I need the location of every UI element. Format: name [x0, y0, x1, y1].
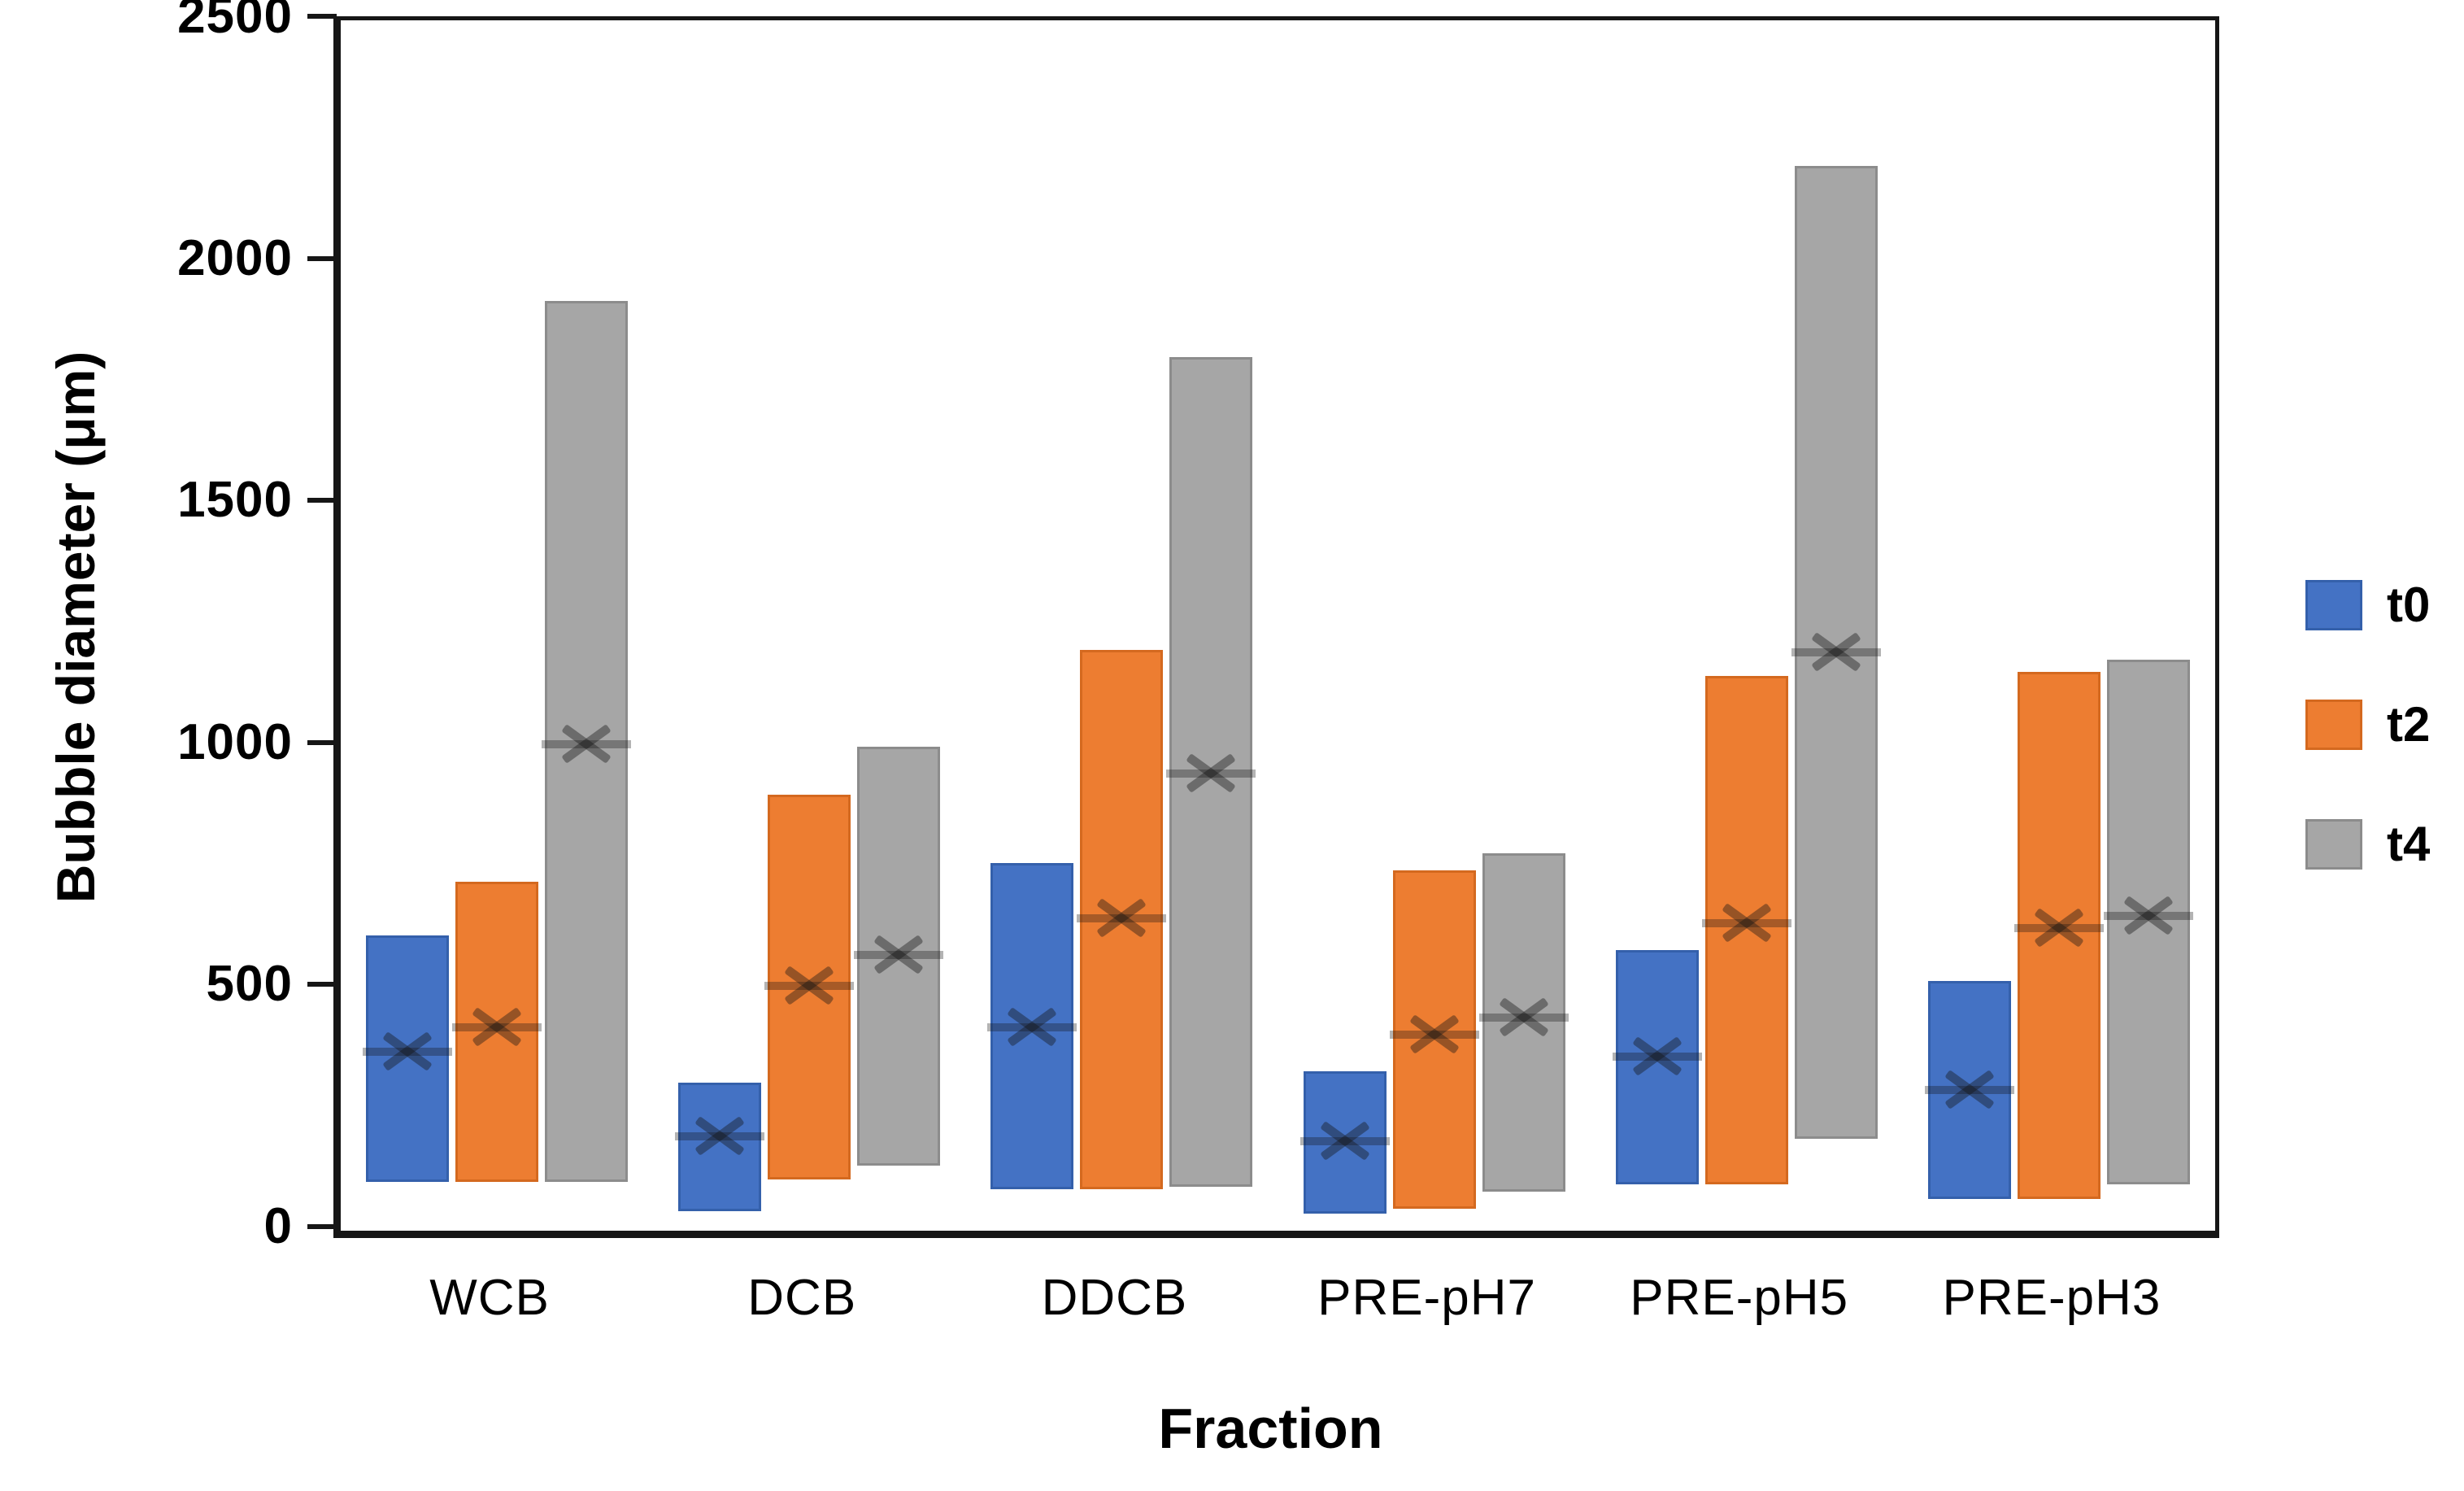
- legend-row-t2: t2: [2305, 699, 2430, 751]
- y-tick-label: 0: [263, 1198, 293, 1254]
- y-tick-mark: [307, 739, 337, 745]
- mean-x-marker-t0-PRE-pH3: [1944, 1070, 1995, 1110]
- legend-label-t0: t0: [2387, 578, 2431, 632]
- x-category-label: WCB: [429, 1270, 550, 1326]
- y-tick-mark: [307, 255, 337, 261]
- mean-x-marker-t0-WCB: [382, 1031, 433, 1072]
- legend: t0 t2 t4: [2305, 579, 2430, 938]
- mean-x-marker-t0-DDCB: [1007, 1007, 1057, 1048]
- mean-x-marker-t0-DCB: [694, 1116, 745, 1157]
- mean-x-marker-t2-DCB: [784, 966, 834, 1006]
- y-tick-mark: [307, 14, 337, 19]
- y-tick-label: 1000: [177, 713, 293, 770]
- x-category-label: PRE-pH3: [1942, 1270, 2161, 1326]
- mean-x-marker-t2-PRE-pH3: [2034, 908, 2084, 948]
- mean-x-marker-t4-DCB: [873, 935, 924, 975]
- y-tick-label: 1500: [177, 472, 293, 529]
- legend-swatch-t4: [2305, 819, 2362, 870]
- x-category-label: PRE-pH7: [1317, 1270, 1537, 1326]
- y-tick-label: 2500: [177, 0, 293, 44]
- plot-area: [333, 16, 2219, 1238]
- y-tick-label: 500: [206, 956, 293, 1013]
- mean-x-marker-t2-PRE-pH5: [1722, 903, 1772, 944]
- legend-row-t0: t0: [2305, 579, 2430, 631]
- y-tick-mark: [307, 498, 337, 504]
- legend-swatch-t0: [2305, 580, 2362, 630]
- legend-label-t4: t4: [2387, 817, 2431, 871]
- mean-x-marker-t4-WCB: [561, 724, 612, 765]
- mean-x-marker-t4-PRE-pH3: [2123, 896, 2174, 936]
- mean-x-marker-t4-PRE-pH5: [1811, 632, 1861, 673]
- y-tick-mark: [307, 1224, 337, 1229]
- y-axis-title: Bubble diameter (μm): [46, 351, 106, 904]
- x-category-label: DDCB: [1041, 1270, 1188, 1326]
- x-category-label: DCB: [747, 1270, 857, 1326]
- mean-x-marker-t2-WCB: [472, 1007, 522, 1048]
- mean-x-marker-t2-DDCB: [1096, 898, 1147, 939]
- mean-x-marker-t0-PRE-pH5: [1632, 1036, 1683, 1077]
- mean-x-marker-t2-PRE-pH7: [1409, 1014, 1460, 1055]
- y-tick-mark: [307, 982, 337, 987]
- x-category-label: PRE-pH5: [1630, 1270, 1849, 1326]
- y-tick-label: 2000: [177, 229, 293, 286]
- legend-row-t4: t4: [2305, 818, 2430, 870]
- legend-swatch-t2: [2305, 700, 2362, 750]
- mean-x-marker-t4-DDCB: [1186, 753, 1236, 794]
- x-axis-title: Fraction: [1158, 1397, 1383, 1460]
- legend-label-t2: t2: [2387, 697, 2431, 752]
- mean-x-marker-t0-PRE-pH7: [1320, 1121, 1370, 1162]
- mean-x-marker-t4-PRE-pH7: [1499, 997, 1549, 1038]
